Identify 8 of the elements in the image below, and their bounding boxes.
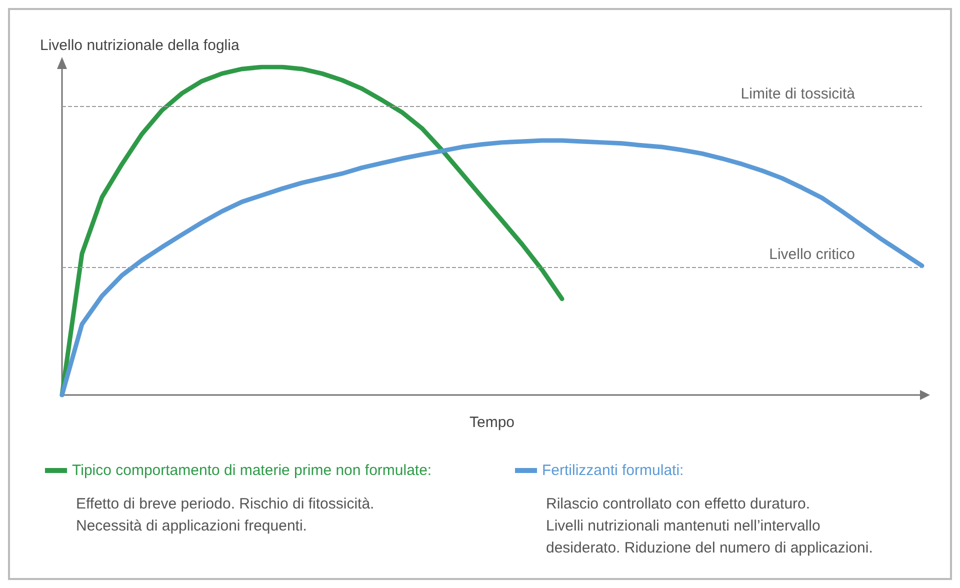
y-axis-title: Livello nutrizionale della foglia	[40, 37, 240, 54]
ref-line-label: Limite di tossicità	[740, 85, 856, 102]
ref-line-label: Livello critico	[769, 246, 855, 264]
text: Rilascio controllato con effetto duraturo. Livelli nutrizionali mantenuti nell’intervallo desiderato. Riduzione del numero di applicazioni.	[546, 496, 873, 556]
x-axis-title: Tempo	[469, 414, 515, 431]
legend-label: Tipico comportamento di materie prime non formulate:	[72, 462, 432, 479]
text: Effetto di breve periodo. Rischio di fitossicità. Necessità di applicazioni frequenti.	[76, 496, 374, 534]
legend-label: Fertilizzanti formulati:	[542, 462, 684, 479]
